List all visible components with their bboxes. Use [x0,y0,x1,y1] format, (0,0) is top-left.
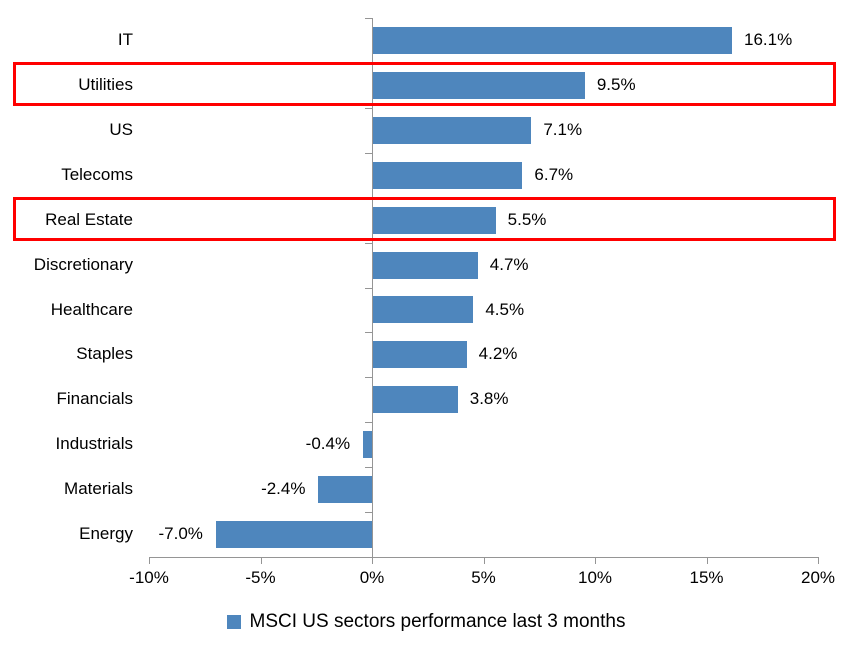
x-axis-tick [260,557,262,564]
category-axis-tick [365,242,372,244]
value-label: 4.2% [478,344,518,364]
category-label: Telecoms [61,164,133,184]
bar [373,26,733,54]
bar [373,161,523,189]
bar [373,386,458,414]
category-axis-tick [365,152,372,154]
bar [373,71,585,99]
category-label: Energy [79,524,133,544]
bar [373,341,467,369]
x-axis-tick-label: 0% [359,568,385,587]
category-label: Healthcare [50,299,133,319]
category-label: Discretionary [33,254,133,274]
category-label: US [109,119,133,139]
category-label: Staples [76,344,133,364]
legend: MSCI US sectors performance last 3 month… [0,606,852,638]
x-axis-tick-label: 10% [577,568,613,587]
category-axis-tick [365,18,372,19]
value-label: -2.4% [261,479,306,499]
category-label: Financials [56,389,133,409]
x-axis-tick-label: 15% [689,568,724,587]
value-label: 6.7% [534,164,574,184]
bar [373,206,496,234]
value-label: 3.8% [469,389,509,409]
bar [363,431,372,459]
value-label: 16.1% [744,30,793,49]
x-axis-tick [595,557,596,564]
category-axis-tick [365,467,372,469]
value-label: 7.1% [543,119,583,139]
bar [373,251,478,279]
legend-swatch-icon [226,615,241,629]
category-axis-tick [365,377,372,379]
category-axis-tick [365,512,372,514]
bar [215,521,372,549]
x-axis-tick [818,557,819,564]
bar [373,296,474,324]
x-axis-tick [483,557,485,564]
category-axis-tick [365,332,372,334]
x-axis-tick [149,557,150,564]
value-label: 4.5% [485,299,525,319]
category-label: Real Estate [45,209,133,229]
legend-label: MSCI US sectors performance last 3 month… [249,611,626,632]
x-axis-tick-label: 20% [800,568,836,587]
category-axis-tick [365,287,372,289]
x-axis-tick [706,557,708,564]
category-label: Industrials [55,434,133,454]
x-axis-tick [372,557,373,564]
category-axis-tick [365,557,372,558]
category-label: IT [117,30,133,49]
value-label: 9.5% [596,74,636,94]
value-axis-line [372,18,373,557]
highlight-box [13,196,836,241]
x-axis-tick-label: -10% [129,568,169,587]
category-label: Materials [64,479,133,499]
bar [318,476,372,504]
category-axis-tick [365,107,372,109]
highlight-box [13,61,836,106]
bar [373,116,532,144]
x-axis-tick-label: -5% [245,568,276,587]
x-axis-tick-label: 5% [471,568,496,587]
category-axis-tick [365,422,372,424]
value-label: -0.4% [305,434,351,454]
value-label: 4.7% [489,254,529,274]
value-label: 5.5% [507,209,547,229]
category-label: Utilities [78,74,133,94]
value-label: -7.0% [158,524,203,544]
